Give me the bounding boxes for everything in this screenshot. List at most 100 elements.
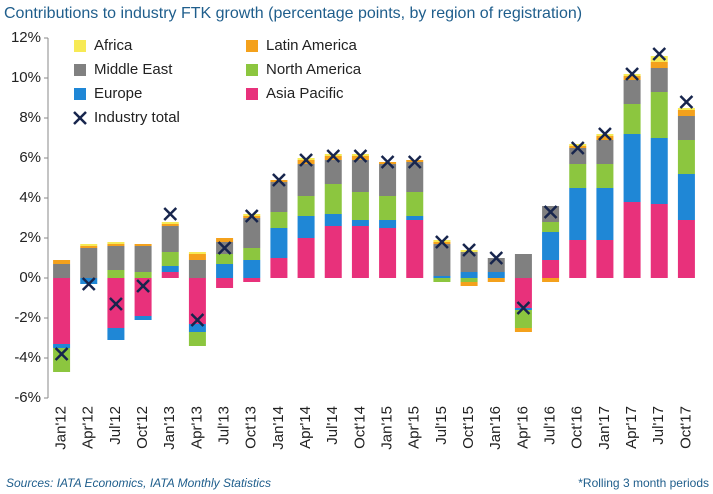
bar-segment	[406, 162, 424, 192]
marker-stroke	[407, 155, 422, 169]
total-marker	[217, 241, 232, 255]
bar-segment	[80, 246, 98, 248]
x-tick-label: Jul'16	[542, 406, 559, 445]
marker-stroke	[489, 251, 504, 265]
marker-stroke	[136, 279, 150, 293]
bar-segment	[53, 344, 71, 348]
marker-stroke	[326, 149, 341, 163]
bar-segment	[351, 156, 369, 160]
legend-label: Industry total	[94, 109, 180, 126]
bar-segment	[542, 206, 560, 222]
bar-segment	[270, 182, 288, 212]
x-tick-label: Apr'12	[80, 406, 97, 449]
x-tick-label: Oct'12	[134, 406, 151, 449]
total-marker	[163, 207, 178, 221]
bar-segment	[297, 196, 315, 216]
marker-stroke	[380, 155, 395, 169]
bar-segment	[134, 272, 152, 278]
bar-segment	[650, 92, 668, 138]
bar-segment	[134, 316, 152, 320]
marker-stroke	[462, 243, 476, 257]
bar-segment	[324, 160, 342, 184]
bar-segment	[134, 246, 152, 272]
bar-segment	[460, 282, 478, 286]
marker-stroke	[570, 141, 585, 155]
bar-segment	[542, 232, 560, 260]
marker-stroke	[272, 173, 286, 187]
marker-stroke	[652, 47, 667, 61]
x-tick-label: Oct'17	[677, 406, 694, 449]
bar-segment	[677, 174, 695, 220]
bar-segment	[569, 240, 587, 278]
x-tick-label: Jan'15	[379, 406, 396, 450]
total-marker	[625, 67, 639, 81]
bar-segment	[623, 104, 641, 134]
bar-segment	[379, 196, 397, 220]
bar-segment	[542, 222, 560, 232]
bar-segment	[351, 220, 369, 226]
bar-segment	[161, 222, 179, 224]
bar-segment	[487, 278, 505, 282]
bar-segment	[134, 278, 152, 316]
bar-segment	[53, 264, 71, 278]
bar-segment	[677, 220, 695, 278]
x-tick-label: Oct'14	[351, 406, 368, 449]
bar-segment	[161, 226, 179, 252]
legend-label: Latin America	[266, 37, 358, 54]
note: *Rolling 3 month periods	[578, 476, 709, 490]
chart-title: Contributions to industry FTK growth (pe…	[4, 5, 582, 22]
bar-segment	[433, 278, 451, 282]
bar-segment	[188, 252, 206, 254]
bar-segment	[487, 272, 505, 278]
total-marker	[407, 155, 422, 169]
bar-segment	[406, 220, 424, 278]
bar-segment	[107, 242, 125, 244]
bar-segment	[188, 324, 206, 332]
bar-segment	[650, 62, 668, 68]
bar-segment	[324, 156, 342, 160]
x-tick-label: Jul'15	[433, 406, 450, 445]
bar-segment	[677, 140, 695, 174]
bar-segment	[216, 264, 234, 278]
bar-segment	[596, 188, 614, 240]
marker-stroke	[190, 313, 205, 327]
total-marker	[272, 173, 286, 187]
x-tick-label: Jul'14	[324, 406, 341, 445]
bar-segment	[650, 138, 668, 204]
bar-segment	[623, 134, 641, 202]
legend-swatch	[74, 40, 86, 52]
bar-segment	[379, 228, 397, 278]
bar-segment	[406, 216, 424, 220]
total-marker	[543, 205, 558, 219]
marker-stroke	[516, 301, 531, 315]
marker-stroke	[299, 153, 313, 167]
y-tick-label: 6%	[19, 149, 41, 166]
bar-segment	[514, 254, 532, 278]
bar-segment	[677, 116, 695, 140]
bar-segment	[107, 246, 125, 270]
marker-stroke	[679, 95, 694, 109]
legend-marker	[73, 111, 87, 125]
marker-stroke	[543, 205, 558, 219]
bar-segment	[514, 310, 532, 328]
total-marker	[326, 149, 341, 163]
bar-segment	[161, 266, 179, 272]
bar-segment	[569, 144, 587, 146]
bar-segment	[351, 192, 369, 220]
y-tick-label: -6%	[14, 389, 41, 406]
total-marker	[109, 297, 123, 311]
bar-segment	[53, 348, 71, 372]
x-tick-label: Apr'15	[406, 406, 423, 449]
x-tick-label: Oct'13	[243, 406, 260, 449]
bar-segment	[297, 216, 315, 238]
bar-segment	[542, 260, 560, 278]
bar-segment	[80, 248, 98, 278]
bar-segment	[351, 226, 369, 278]
bar-segment	[623, 202, 641, 278]
bar-segment	[324, 214, 342, 226]
bar-segment	[216, 254, 234, 264]
bar-segment	[677, 110, 695, 116]
bar-segment	[433, 276, 451, 278]
bar-segment	[433, 244, 451, 276]
